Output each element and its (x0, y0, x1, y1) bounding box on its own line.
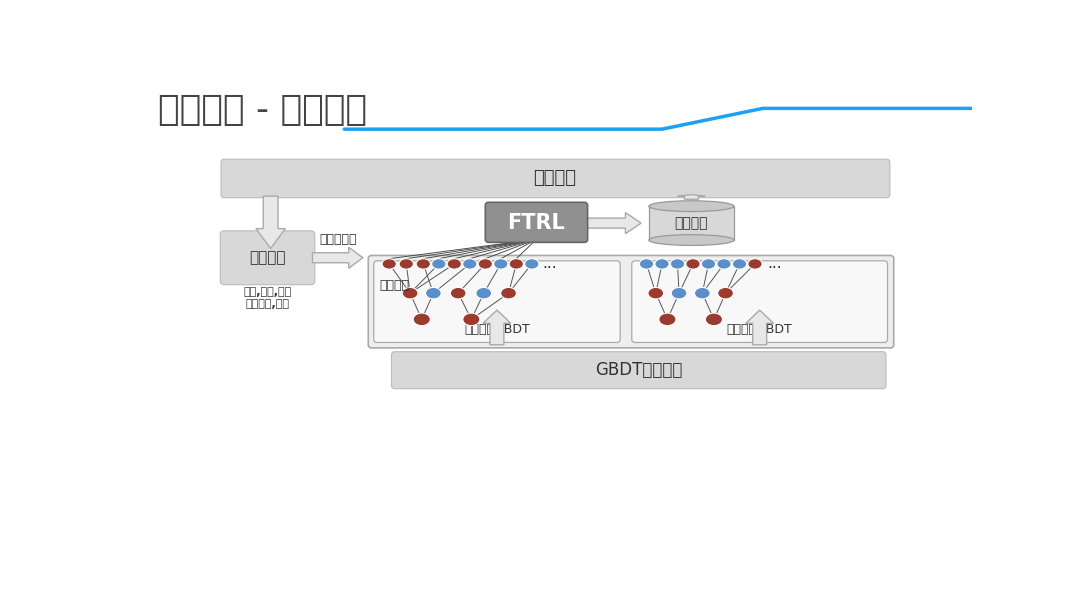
FancyArrow shape (585, 213, 642, 233)
Ellipse shape (414, 313, 430, 326)
Ellipse shape (400, 258, 414, 269)
Text: GBDT离线训练: GBDT离线训练 (595, 361, 683, 379)
FancyBboxPatch shape (632, 261, 888, 342)
Ellipse shape (509, 258, 524, 269)
Ellipse shape (501, 288, 516, 299)
FancyBboxPatch shape (220, 231, 314, 285)
Ellipse shape (426, 288, 442, 299)
Ellipse shape (463, 313, 480, 326)
Ellipse shape (659, 313, 676, 326)
Text: FTRL: FTRL (508, 213, 565, 233)
FancyArrow shape (256, 196, 285, 249)
Ellipse shape (494, 258, 508, 269)
Ellipse shape (525, 258, 539, 269)
Ellipse shape (648, 288, 663, 299)
Ellipse shape (649, 201, 734, 212)
Text: 模型参数: 模型参数 (675, 216, 708, 230)
FancyBboxPatch shape (649, 206, 734, 240)
Ellipse shape (416, 258, 431, 269)
Text: 实时样本流: 实时样本流 (320, 233, 356, 246)
Ellipse shape (432, 258, 446, 269)
Text: 下单模型GBDT: 下单模型GBDT (727, 323, 793, 336)
Ellipse shape (402, 288, 418, 299)
Ellipse shape (686, 258, 700, 269)
Ellipse shape (732, 258, 746, 269)
FancyArrow shape (745, 310, 773, 345)
FancyBboxPatch shape (368, 255, 894, 348)
Ellipse shape (747, 258, 762, 269)
Ellipse shape (476, 288, 491, 299)
Ellipse shape (447, 258, 461, 269)
Ellipse shape (478, 258, 492, 269)
Text: 日志关联,采样: 日志关联,采样 (245, 299, 289, 309)
Ellipse shape (701, 258, 716, 269)
Text: 在线学习 - 模型结构: 在线学习 - 模型结构 (159, 93, 367, 127)
FancyArrow shape (312, 247, 363, 268)
FancyArrow shape (677, 195, 705, 199)
Text: 点击模型GBDT: 点击模型GBDT (464, 323, 530, 336)
Text: ...: ... (767, 257, 782, 271)
Ellipse shape (718, 288, 733, 299)
FancyBboxPatch shape (221, 159, 890, 198)
Ellipse shape (717, 258, 731, 269)
Ellipse shape (671, 288, 687, 299)
FancyBboxPatch shape (485, 202, 588, 243)
Text: 曝光,点击,下单: 曝光,点击,下单 (243, 287, 292, 297)
Ellipse shape (382, 258, 396, 269)
FancyBboxPatch shape (374, 261, 620, 342)
Ellipse shape (654, 258, 670, 269)
Ellipse shape (639, 258, 653, 269)
FancyBboxPatch shape (392, 351, 886, 389)
Ellipse shape (450, 288, 465, 299)
Ellipse shape (462, 258, 477, 269)
Ellipse shape (705, 313, 723, 326)
Ellipse shape (694, 288, 711, 299)
Ellipse shape (649, 235, 734, 246)
Text: 实时引擎: 实时引擎 (249, 250, 286, 265)
Ellipse shape (671, 258, 685, 269)
Text: 人工特征: 人工特征 (379, 279, 409, 292)
FancyArrow shape (483, 310, 511, 345)
Text: 在线排序: 在线排序 (534, 170, 577, 187)
Text: ...: ... (542, 257, 557, 271)
